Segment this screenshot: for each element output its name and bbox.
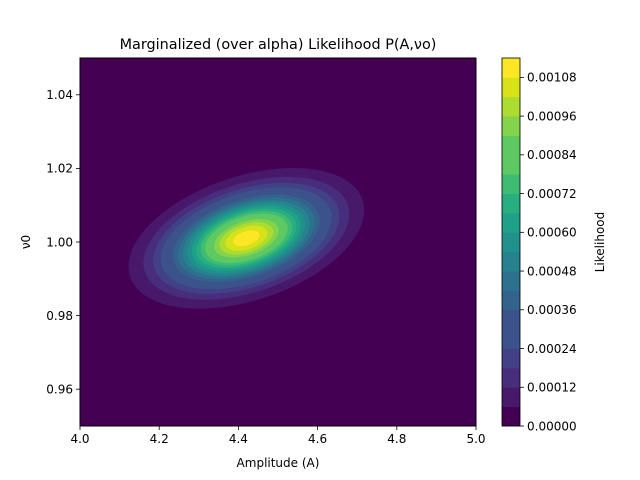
- colorbar-frame: [501, 57, 521, 427]
- colorbar-band: [502, 174, 520, 194]
- colorbar-label: Likelihood: [593, 212, 607, 273]
- contour-plot-area: [79, 57, 477, 427]
- colorbar-band: [502, 135, 520, 156]
- colorbar-tick-label: 0.00084: [527, 148, 577, 162]
- chart-title: Marginalized (over alpha) Likelihood P(A…: [120, 37, 437, 53]
- colorbar-tick-label: 0.00024: [527, 342, 577, 356]
- x-tick-label: 5.0: [466, 432, 485, 446]
- y-tick-label: 0.98: [46, 309, 73, 323]
- colorbar-band: [502, 96, 520, 117]
- colorbar-band: [502, 251, 520, 272]
- colorbar-tick-label: 0.00072: [527, 187, 577, 201]
- colorbar-band: [502, 193, 520, 214]
- colorbar-band: [502, 232, 520, 253]
- colorbar-band: [502, 367, 520, 388]
- colorbar-tick-label: 0.00108: [527, 71, 577, 85]
- colorbar-tick-label: 0.00060: [527, 226, 577, 240]
- colorbar-band: [502, 329, 520, 349]
- colorbar-tick-label: 0.00096: [527, 109, 577, 123]
- x-tick-label: 4.2: [150, 432, 169, 446]
- colorbar-tick-label: 0.00000: [527, 419, 577, 433]
- colorbar-band: [502, 387, 520, 408]
- x-axis: 4.0 4.2 4.4 4.6 4.8 5.0: [70, 426, 486, 446]
- x-axis-label: Amplitude (A): [237, 456, 320, 470]
- colorbar-band: [502, 348, 520, 369]
- y-tick-label: 1.02: [46, 162, 73, 176]
- colorbar-band: [502, 116, 520, 136]
- colorbar-band: [502, 309, 520, 330]
- colorbar-band: [502, 212, 520, 233]
- colorbar-band: [502, 290, 520, 311]
- colorbar-band: [502, 58, 520, 78]
- colorbar-tick-label: 0.00012: [527, 381, 577, 395]
- y-tick-label: 1.04: [46, 88, 73, 102]
- x-tick-label: 4.6: [308, 432, 327, 446]
- colorbar-band: [502, 271, 520, 291]
- colorbar-tick-label: 0.00036: [527, 303, 577, 317]
- y-tick-label: 0.96: [46, 383, 73, 397]
- colorbar: 0.00000 0.00012 0.00024 0.00036 0.00048 0.000…: [501, 57, 577, 433]
- y-axis-label: ν0: [19, 235, 33, 249]
- y-axis: 0.96 0.98 1.00 1.02 1.04: [46, 88, 80, 397]
- x-tick-label: 4.8: [387, 432, 406, 446]
- x-tick-label: 4.0: [70, 432, 89, 446]
- colorbar-band: [502, 154, 520, 175]
- contour-bands: [128, 167, 365, 309]
- colorbar-tick-label: 0.00048: [527, 264, 577, 278]
- colorbar-band: [502, 77, 520, 98]
- y-tick-label: 1.00: [46, 235, 73, 249]
- colorbar-band: [502, 406, 520, 427]
- x-tick-label: 4.4: [229, 432, 248, 446]
- contour-band: [233, 230, 260, 247]
